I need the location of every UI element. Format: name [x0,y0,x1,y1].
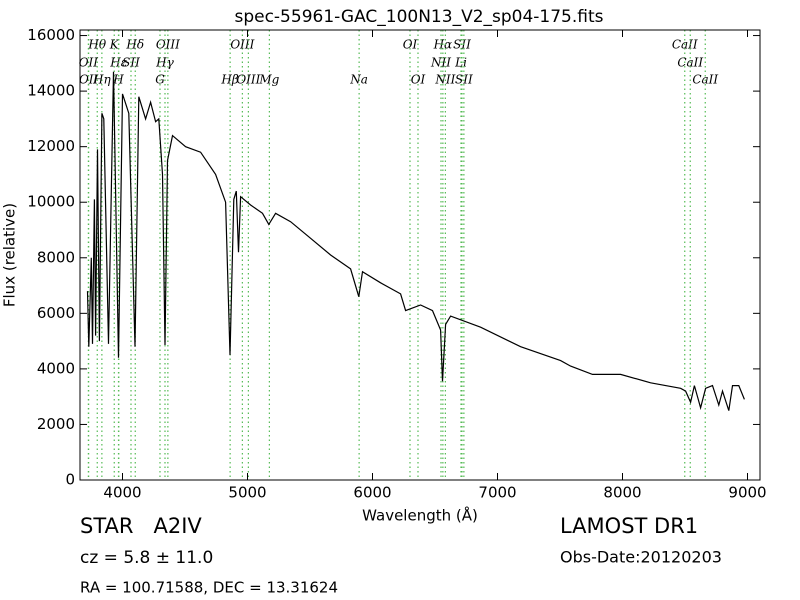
spectrum-line [86,71,745,411]
spectral-line-label: Hη [92,73,111,87]
spectral-line-label: Hδ [125,38,144,52]
y-tick-label: 14000 [27,82,75,100]
spectral-line-label: SII [453,38,471,52]
y-tick-label: 12000 [27,137,75,155]
obs-date: Obs-Date:20120203 [560,548,722,567]
x-tick-label: 9000 [728,484,766,502]
spectral-line-label: H [112,73,124,87]
y-tick-label: 6000 [37,304,75,322]
chart-title: spec-55961-GAC_100N13_V2_sp04-175.fits [234,7,603,27]
spectral-line-label: OII [79,73,99,87]
coordinates: RA = 100.71588, DEC = 13.31624 [80,579,338,597]
x-tick-label: 7000 [478,484,516,502]
redshift: cz = 5.8 ± 11.0 [80,548,213,568]
spectral-line-label: Hα [433,38,453,52]
survey: LAMOST DR1 [560,514,698,538]
spectral-line-label: OIII [156,38,180,52]
spectral-line-label: NII [434,73,455,87]
spectral-line-label: CaII [677,56,703,70]
y-tick-label: 10000 [27,193,75,211]
spectral-line-label: K [109,38,120,52]
spectral-line-label: OI [411,73,426,87]
spectral-line-label: Hγ [155,56,174,70]
spectral-line-label: CaII [672,38,698,52]
spectral-line-label: G [155,73,165,87]
plot-frame [79,29,761,481]
x-tick-label: 4000 [103,484,141,502]
spectral-line-label: OI [403,38,418,52]
spectral-line-label: OIII [230,38,254,52]
spectral-line-label: CaII [692,73,718,87]
spectral-line-label: Mg [258,73,279,87]
spectral-line-label: Hθ [87,38,106,52]
y-axis-label: Flux (relative) [1,203,19,307]
x-axis-label: Wavelength (Å) [362,506,478,525]
spectral-line-label: Li [454,56,467,70]
spectral-line-label: Hβ [220,73,238,87]
spectral-line-label: Na [349,73,368,87]
spectral-line-label: OIII [236,73,260,87]
y-tick-label: 0 [65,471,75,489]
star-class: STAR A2IV [80,514,202,538]
x-tick-label: 8000 [603,484,641,502]
y-tick-label: 8000 [37,248,75,266]
spectral-line-label: SII [455,73,473,87]
y-tick-label: 2000 [37,415,75,433]
spectral-line-label: SII [122,56,140,70]
y-tick-label: 4000 [37,359,75,377]
spectral-line-label: NII [430,56,451,70]
x-tick-label: 6000 [353,484,391,502]
x-tick-label: 5000 [228,484,266,502]
y-tick-label: 16000 [27,26,75,44]
